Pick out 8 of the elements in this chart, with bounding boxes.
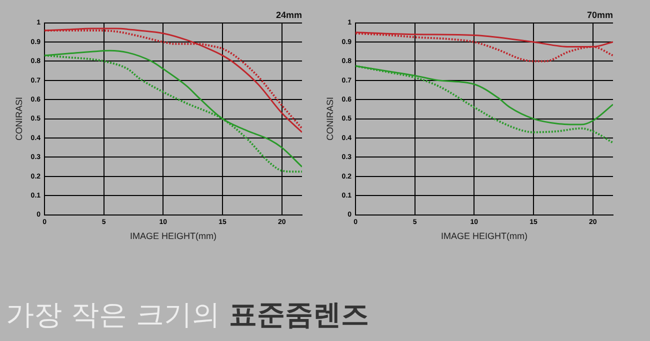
chart-title: 24mm bbox=[276, 10, 302, 20]
y-axis-title: CONIRASI bbox=[324, 97, 335, 141]
x-axis-title: IMAGE HEIGHT(mm) bbox=[441, 231, 528, 242]
chart-title: 70mm bbox=[586, 10, 613, 20]
text: 가장 작은 크기의 bbox=[6, 298, 220, 331]
x-axis-title: IMAGE HEIGHT(mm) bbox=[130, 231, 217, 242]
text: 표준줌렌즈 bbox=[228, 298, 369, 331]
y-axis-title: CONIRASI bbox=[14, 97, 24, 141]
